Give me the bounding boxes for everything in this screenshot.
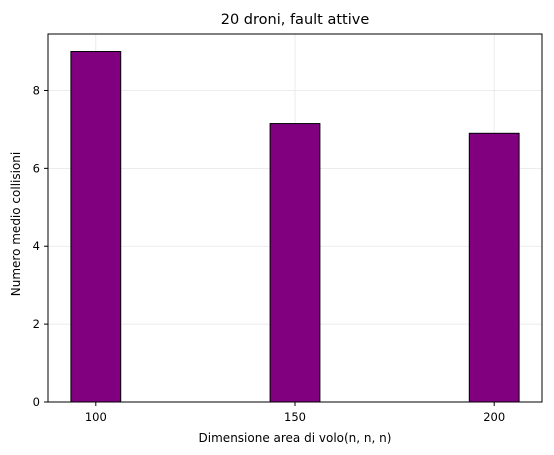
y-tick-label: 4 [33, 239, 40, 253]
x-axis: 100 150 200 [85, 402, 505, 424]
y-tick-label: 6 [33, 161, 40, 175]
y-axis-label: Numero medio collisioni [9, 152, 23, 296]
bar-100 [70, 51, 122, 403]
y-tick-label: 2 [33, 317, 40, 331]
x-tick-label: 150 [284, 410, 306, 424]
y-tick-label: 8 [33, 83, 40, 97]
bars [70, 51, 520, 403]
y-axis: 0 2 4 6 8 [33, 83, 48, 409]
chart-title: 20 droni, fault attive [221, 12, 370, 28]
x-axis-label: Dimensione area di volo(n, n, n) [199, 431, 392, 445]
x-tick-label: 100 [85, 410, 107, 424]
x-tick-label: 200 [483, 410, 505, 424]
bar-200 [468, 132, 520, 403]
bar-150 [269, 123, 321, 403]
y-tick-label: 0 [33, 395, 40, 409]
